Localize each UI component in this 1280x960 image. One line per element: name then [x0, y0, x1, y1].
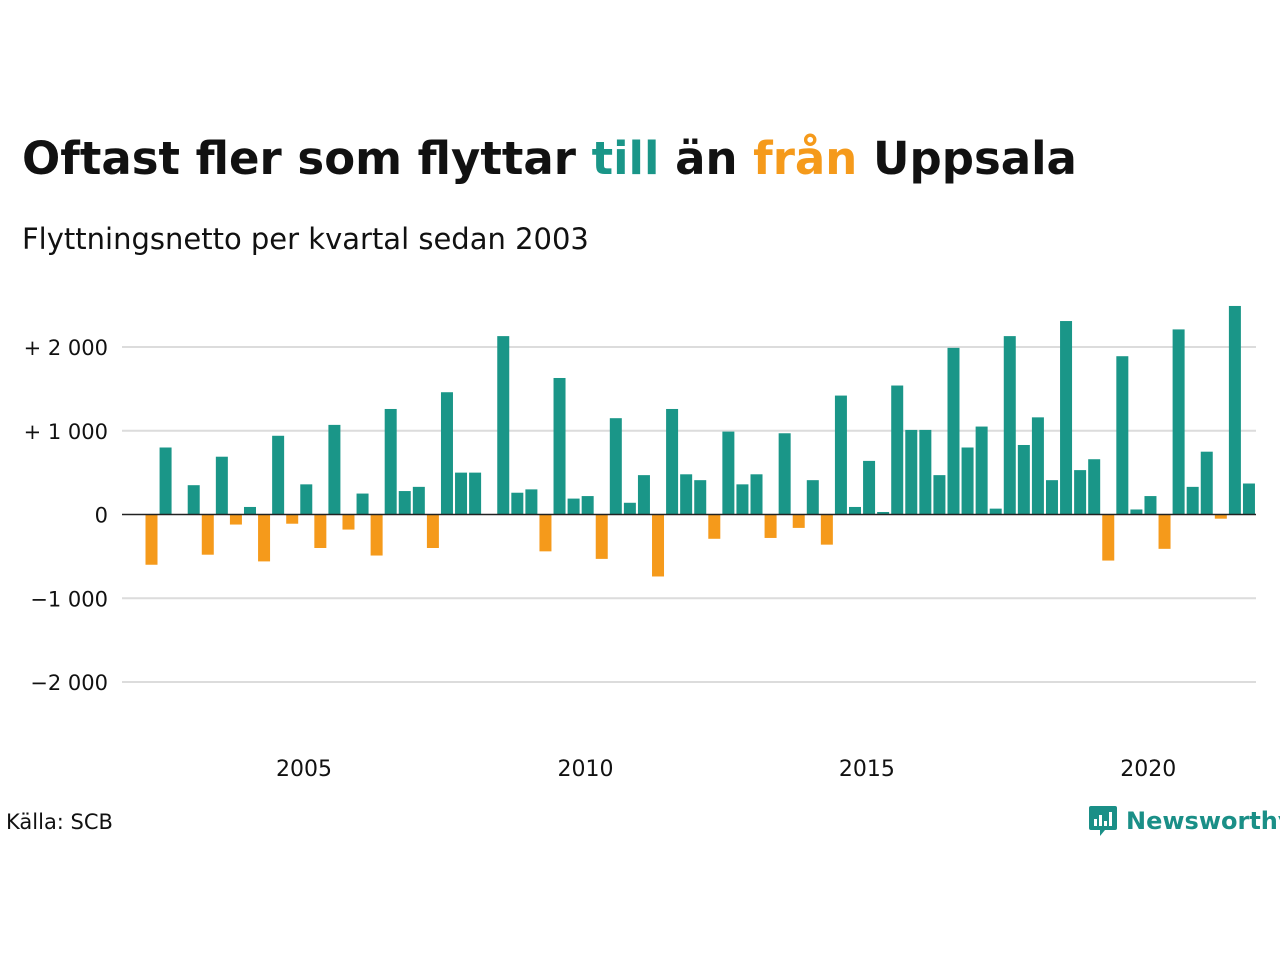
bar: [750, 474, 763, 515]
chart-subtitle: Flyttningsnetto per kvartal sedan 2003: [22, 222, 589, 256]
bar: [834, 395, 847, 515]
bar: [201, 514, 214, 555]
bar: [314, 514, 327, 548]
y-tick-label: + 2 000: [24, 336, 108, 360]
bar: [806, 480, 819, 515]
bar: [961, 447, 974, 515]
bar: [1088, 459, 1101, 515]
bar-chart: + 2 000 + 1 000 0 −1 000 −2 000 2005 2010 2015 2…: [24, 305, 1256, 782]
bar: [1158, 514, 1171, 549]
bar: [919, 429, 932, 515]
bar: [342, 514, 355, 530]
bar: [328, 424, 341, 515]
bar: [215, 456, 228, 515]
x-tick-label: 2020: [1120, 757, 1176, 782]
bar: [1060, 321, 1073, 515]
bar: [1003, 336, 1016, 515]
bar: [187, 485, 200, 515]
bar: [300, 484, 313, 515]
newsworthy-logo-icon: [1089, 806, 1117, 836]
bar: [145, 514, 158, 565]
bar: [694, 480, 707, 515]
bar: [440, 392, 453, 515]
bar: [1031, 417, 1044, 515]
bar: [666, 408, 679, 515]
bar: [792, 514, 805, 528]
y-tick-label: 0: [95, 504, 108, 528]
title-part-5: Uppsala: [857, 132, 1077, 185]
x-tick-label: 2005: [276, 757, 332, 782]
bar: [652, 514, 665, 577]
bar: [1144, 496, 1157, 515]
y-tick-label: −2 000: [30, 671, 108, 695]
bar: [1214, 514, 1227, 519]
title-part-3: än: [659, 132, 754, 185]
bar: [497, 336, 510, 515]
bar: [272, 435, 285, 515]
bar: [229, 514, 242, 525]
bar: [736, 484, 749, 515]
bar: [525, 489, 538, 515]
bar: [1017, 444, 1030, 515]
bar: [778, 433, 791, 515]
bar: [623, 502, 636, 515]
bar: [722, 431, 735, 515]
bar: [1228, 305, 1241, 515]
bar: [975, 426, 988, 515]
y-tick-label: + 1 000: [24, 420, 108, 444]
chart-title: Oftast fler som flyttar till än från Upp…: [22, 132, 1077, 185]
bar: [426, 514, 439, 548]
bar: [1200, 451, 1213, 515]
bar: [243, 506, 256, 515]
bar: [708, 514, 721, 539]
bar: [877, 511, 890, 515]
bar: [258, 514, 271, 562]
bar: [764, 514, 777, 538]
x-tick-label: 2015: [839, 757, 895, 782]
title-part-1: Oftast fler som flyttar: [22, 132, 592, 185]
bar: [849, 506, 861, 515]
bar: [370, 514, 383, 556]
bar: [1130, 509, 1143, 515]
bar: [398, 491, 411, 515]
x-tick-label: 2010: [557, 757, 613, 782]
bar: [680, 474, 693, 515]
bar: [539, 514, 552, 552]
bar: [581, 496, 594, 515]
bar: [989, 508, 1002, 515]
bar: [511, 492, 524, 515]
bar: [1172, 329, 1185, 515]
bar: [384, 408, 397, 515]
bar: [567, 498, 580, 515]
y-tick-label: −1 000: [30, 587, 108, 611]
bar: [159, 447, 172, 515]
bar: [1116, 356, 1129, 515]
logo-text: Newsworthy: [1126, 807, 1280, 835]
bar: [891, 385, 904, 515]
bar: [286, 514, 299, 524]
bar: [1186, 486, 1199, 515]
bar: [933, 475, 946, 515]
bar: [863, 460, 876, 515]
bar: [820, 514, 833, 545]
bar: [947, 347, 960, 515]
title-fran: från: [753, 132, 858, 185]
bar: [455, 472, 468, 515]
bar: [1045, 480, 1058, 515]
title-till: till: [591, 132, 660, 185]
bar: [412, 486, 425, 515]
bar: [1242, 483, 1255, 515]
bar: [1102, 514, 1115, 561]
bar: [469, 472, 482, 515]
newsworthy-logo: Newsworthy: [1088, 804, 1280, 838]
bar: [1074, 470, 1087, 515]
bar: [356, 493, 369, 515]
bar: [609, 418, 622, 515]
bar: [637, 475, 650, 515]
bar: [553, 377, 566, 515]
source-note: Källa: SCB: [6, 810, 113, 834]
bar: [905, 429, 918, 515]
bar: [595, 514, 608, 559]
